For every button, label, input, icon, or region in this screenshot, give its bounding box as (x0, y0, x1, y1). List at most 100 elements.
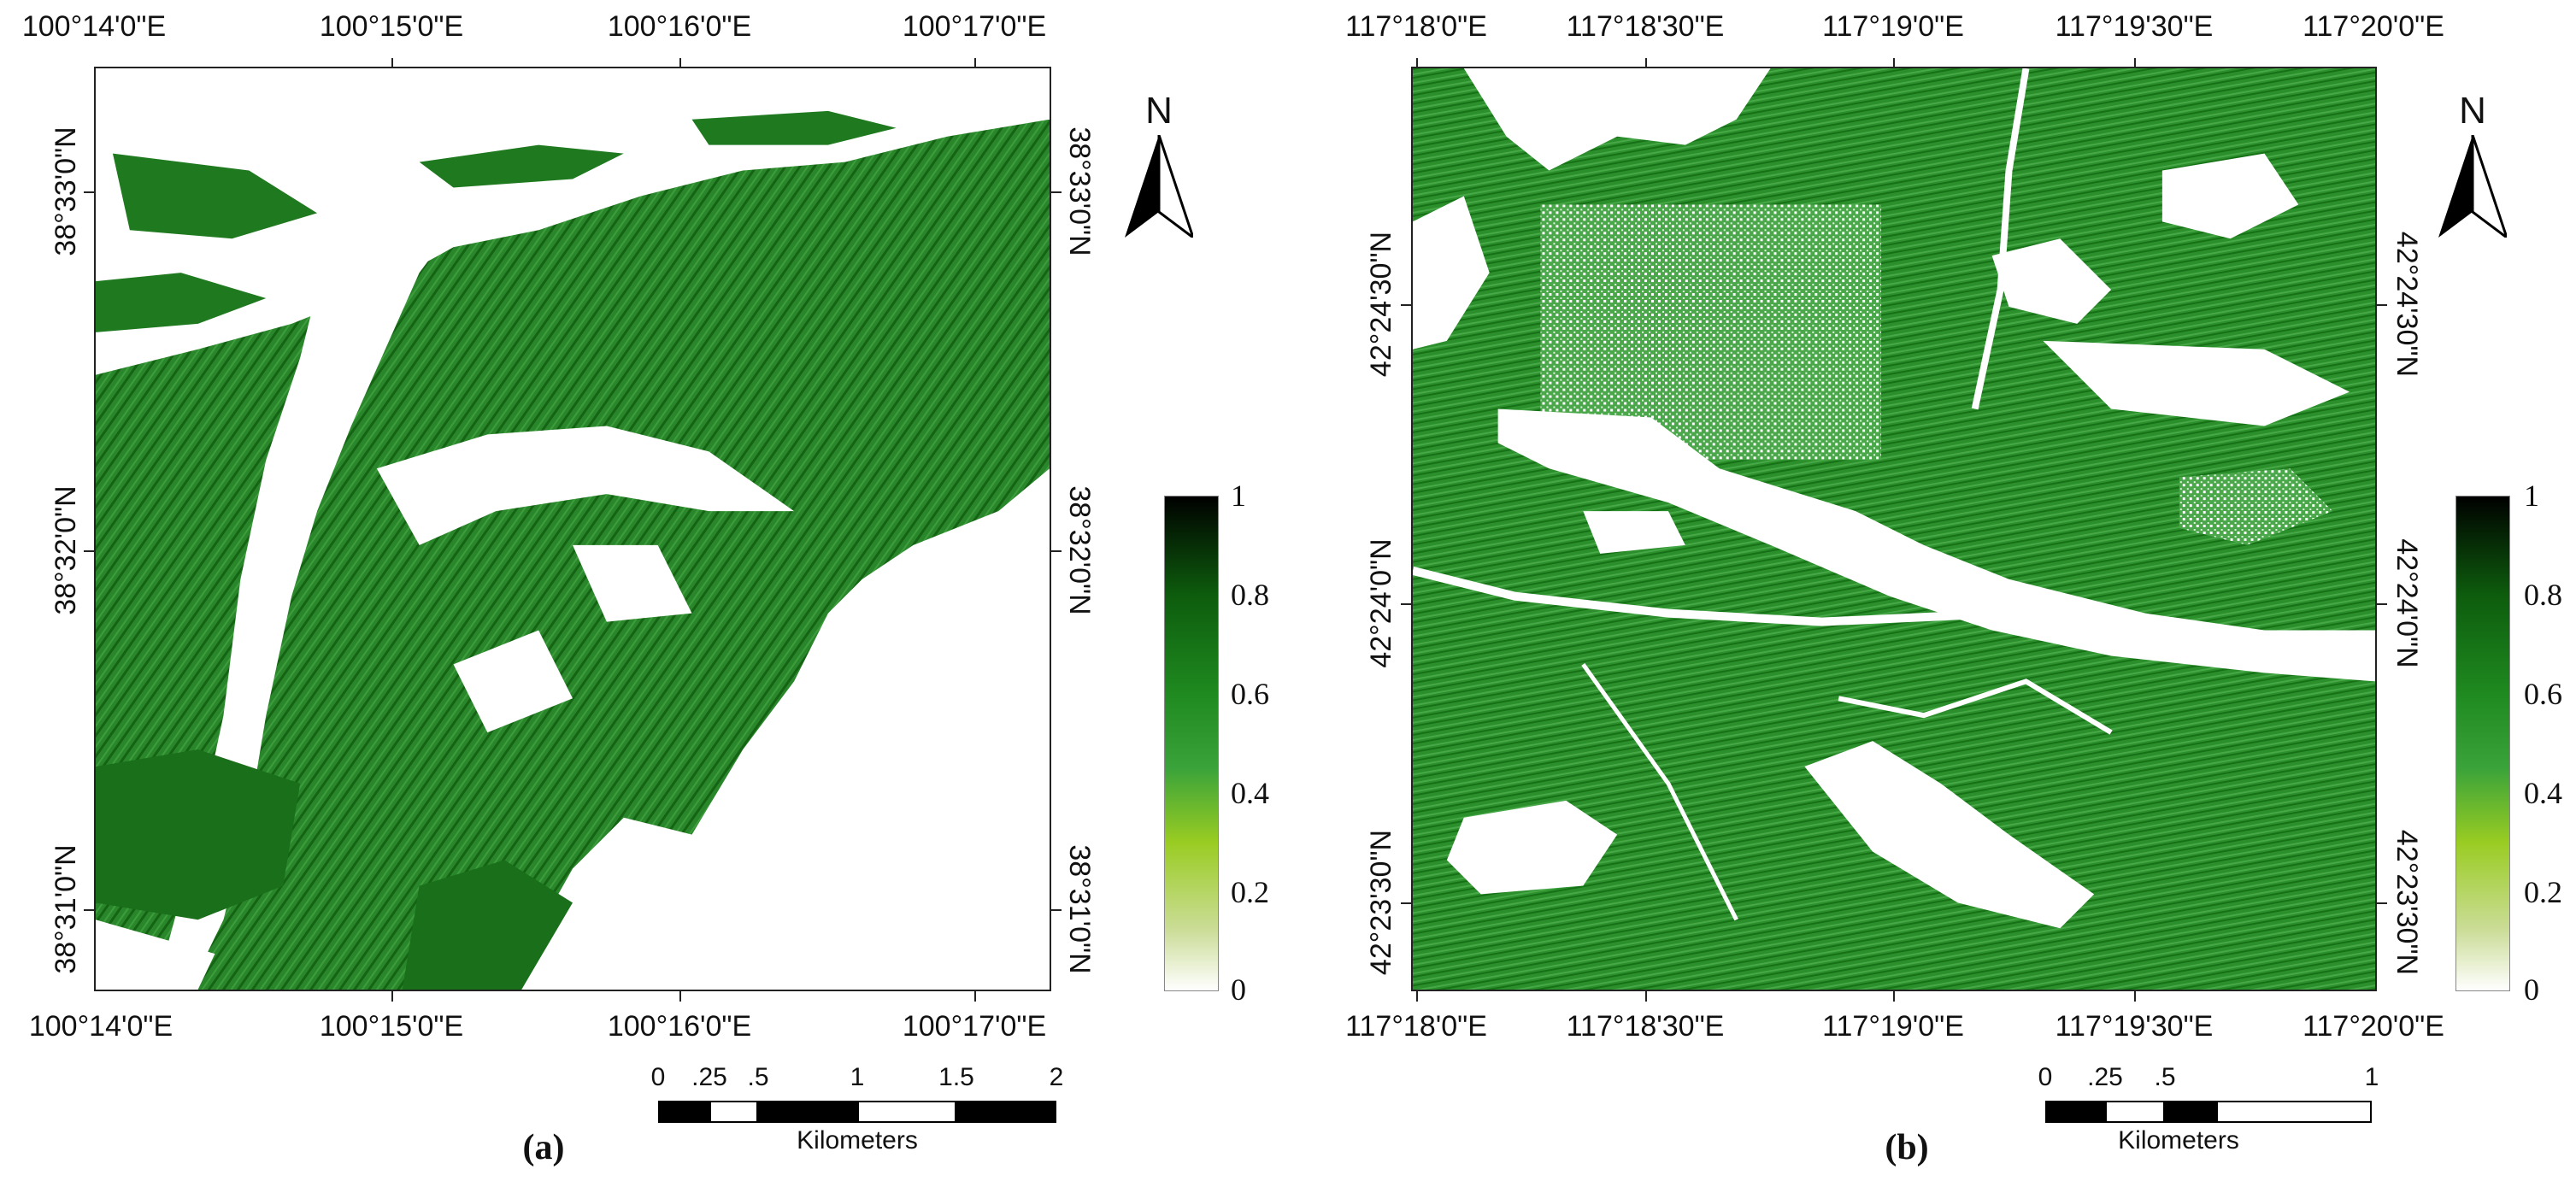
north-arrow-icon (1125, 135, 1193, 238)
bottom-tick-label: 117°19'0"E (1822, 1010, 1964, 1043)
top-tick-label: 117°18'30"E (1566, 10, 1725, 43)
tick-mark (2377, 902, 2387, 904)
top-tick-label: 117°19'0"E (1822, 10, 1964, 43)
tick-mark (2134, 991, 2136, 1002)
panel-label: (b) (1885, 1128, 1929, 1167)
north-arrow-icon (2438, 135, 2507, 238)
scale-segment (2105, 1101, 2165, 1123)
bottom-tick-label: 117°20'0"E (2303, 1010, 2444, 1043)
colorbar (1164, 496, 1219, 991)
left-tick-label: 38°33'0"N (50, 126, 82, 256)
scale-number: 0 (2038, 1063, 2053, 1091)
scale-segment (709, 1101, 758, 1123)
scale-bar (2045, 1101, 2372, 1123)
tick-mark (1051, 550, 1062, 552)
tick-mark (84, 191, 94, 193)
scale-number: .25 (2087, 1063, 2123, 1091)
scale-number: .5 (2154, 1063, 2176, 1091)
scale-number: .5 (747, 1063, 769, 1091)
tick-mark (679, 991, 681, 1002)
scale-segment (2216, 1101, 2372, 1123)
colorbar-label: 0.8 (1231, 578, 1269, 612)
north-arrow: N (1125, 92, 1193, 238)
tick-mark (1051, 191, 1062, 193)
scale-segment (2165, 1101, 2216, 1123)
colorbar-label: 0.4 (1231, 776, 1269, 810)
north-arrow: N (2438, 92, 2507, 238)
scale-bar (658, 1101, 1056, 1123)
scale-segment (658, 1101, 709, 1123)
right-tick-label: 38°33'0"N (1063, 126, 1096, 256)
bottom-tick-label: 117°19'30"E (2055, 1010, 2214, 1043)
panel-label: (a) (522, 1128, 565, 1167)
colorbar-label: 0.8 (2524, 578, 2562, 612)
right-tick-label: 38°31'0"N (1063, 844, 1096, 974)
scale-segment (857, 1101, 956, 1123)
colorbar-label: 0.6 (1231, 677, 1269, 711)
top-tick-label: 117°20'0"E (2303, 10, 2444, 43)
panel-a: 100°14'0"E 100°15'0"E 100°16'0"E 100°17'… (21, 10, 1269, 1167)
north-label: N (2459, 90, 2486, 132)
left-tick-label: 42°24'30"N (1365, 231, 1397, 378)
tick-mark (391, 58, 393, 68)
bottom-tick-label: 117°18'30"E (1566, 1010, 1725, 1043)
scale-number: 0 (650, 1063, 666, 1091)
tick-mark (2134, 58, 2136, 68)
tick-mark (1416, 58, 1418, 68)
tick-mark (679, 58, 681, 68)
scale-segment (956, 1101, 1056, 1123)
tick-mark (84, 550, 94, 552)
left-tick-label: 38°31'0"N (50, 844, 82, 974)
scale-number: 1 (2364, 1063, 2379, 1091)
right-tick-label: 38°32'0"N (1063, 485, 1096, 615)
colorbar-label: 0.6 (2524, 677, 2562, 711)
bottom-tick-label: 100°15'0"E (319, 1010, 464, 1043)
top-tick-label: 100°17'0"E (902, 10, 1047, 43)
scale-segment (2045, 1101, 2105, 1123)
top-tick-label: 100°15'0"E (319, 10, 464, 43)
top-tick-label: 100°14'0"E (21, 10, 167, 43)
colorbar-label: 0 (2524, 972, 2539, 1007)
top-tick-label: 100°16'0"E (607, 10, 752, 43)
scale-number: 1 (850, 1063, 865, 1091)
scale-number: 1.5 (938, 1063, 974, 1091)
scale-unit: Kilometers (2118, 1126, 2239, 1155)
bottom-tick-label: 100°14'0"E (28, 1010, 173, 1043)
left-tick-label: 38°32'0"N (50, 485, 82, 615)
colorbar-label: 0.2 (1231, 875, 1269, 909)
vegetation-raster-b (1413, 68, 2375, 990)
north-label: N (1145, 90, 1173, 132)
colorbar-label: 0.2 (2524, 875, 2562, 909)
colorbar-label: 0.4 (2524, 776, 2562, 810)
tick-mark (2377, 304, 2387, 306)
scale-unit: Kilometers (797, 1126, 918, 1155)
top-tick-label: 117°19'30"E (2055, 10, 2214, 43)
bottom-tick-label: 117°18'0"E (1345, 1010, 1487, 1043)
tick-mark (391, 991, 393, 1002)
right-tick-label: 42°24'30"N (2391, 231, 2423, 378)
right-tick-label: 42°24'0"N (2391, 538, 2423, 668)
vegetation-raster-a (96, 68, 1050, 990)
right-tick-label: 42°23'30"N (2391, 829, 2423, 976)
tick-mark (1051, 909, 1062, 911)
tick-mark (1645, 58, 1647, 68)
vegetation-map-b (1411, 67, 2377, 991)
vegetation-map-a (94, 67, 1051, 991)
colorbar-label: 0 (1231, 972, 1246, 1007)
tick-mark (1893, 991, 1895, 1002)
tick-mark (1401, 603, 1411, 605)
tick-mark (1893, 58, 1895, 68)
tick-mark (974, 991, 976, 1002)
bottom-tick-label: 100°16'0"E (607, 1010, 752, 1043)
panel-b: 117°18'0"E 117°18'30"E 117°19'0"E 117°19… (1288, 0, 2576, 1181)
scale-number: .25 (691, 1063, 727, 1091)
top-tick-label: 117°18'0"E (1345, 10, 1487, 43)
tick-mark (974, 58, 976, 68)
tick-mark (1645, 991, 1647, 1002)
left-tick-label: 42°23'30"N (1365, 829, 1397, 976)
left-tick-label: 42°24'0"N (1365, 538, 1397, 668)
scale-number: 2 (1049, 1063, 1064, 1091)
tick-mark (2377, 603, 2387, 605)
tick-mark (1416, 991, 1418, 1002)
tick-mark (84, 909, 94, 911)
